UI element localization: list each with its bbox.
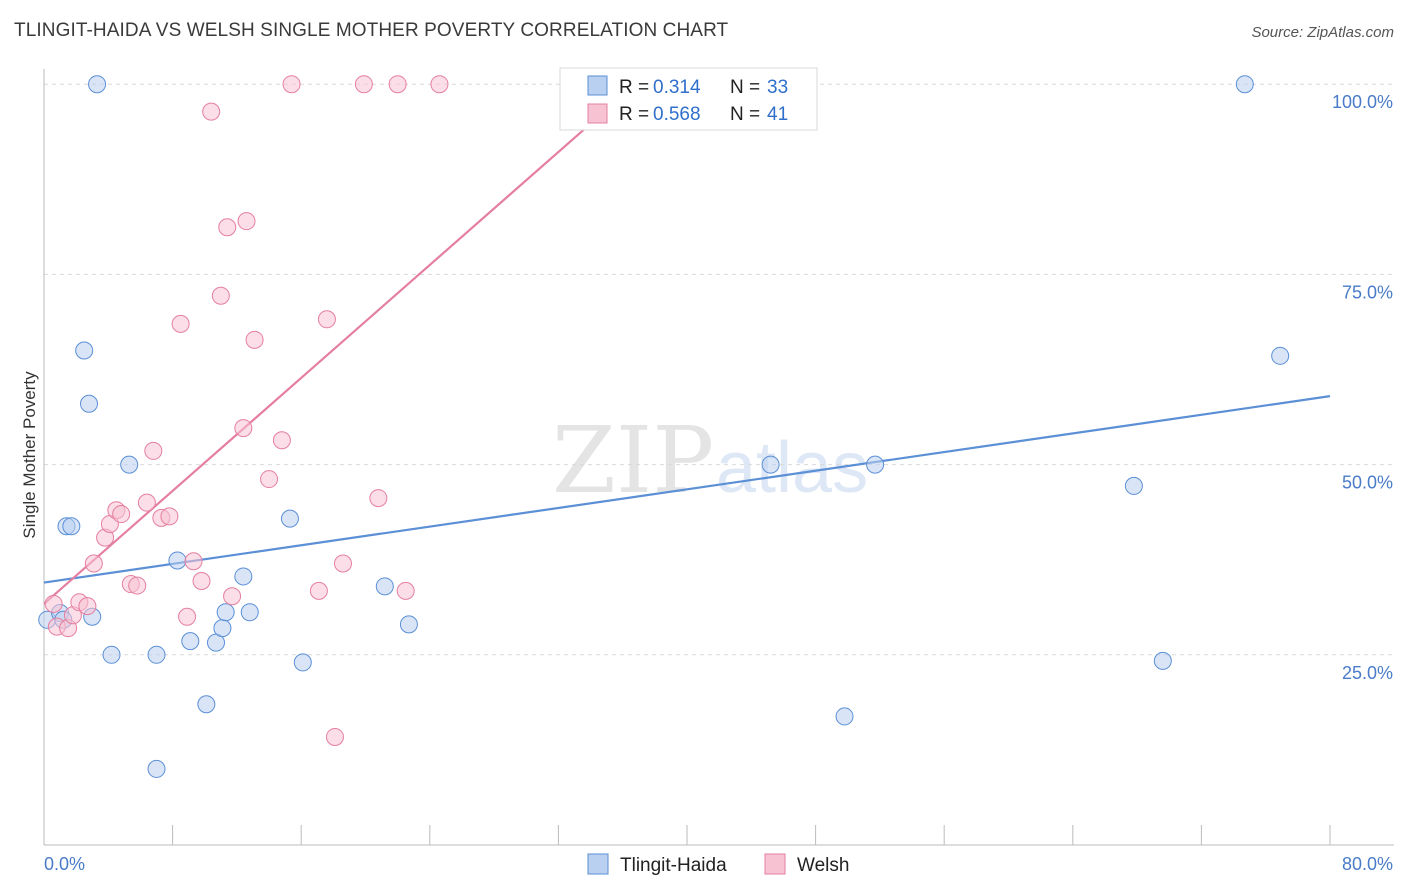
- point-tlingit-haida-7: [80, 394, 99, 413]
- data-points: [38, 75, 1290, 778]
- point-tlingit-haida-15: [197, 695, 216, 714]
- point-welsh-33: [325, 727, 344, 746]
- point-welsh-37: [388, 75, 407, 94]
- bottom-legend-label-welsh: Welsh: [797, 855, 849, 876]
- legend-n-label-1: N =: [730, 77, 760, 98]
- point-welsh-22: [211, 286, 230, 305]
- point-welsh-29: [272, 431, 291, 450]
- point-tlingit-haida-6: [75, 341, 94, 360]
- legend-r-label-2: R =: [619, 104, 649, 125]
- point-welsh-36: [369, 489, 388, 508]
- point-tlingit-haida-19: [234, 567, 253, 586]
- point-welsh-38: [396, 581, 415, 600]
- legend-n-label-2: N =: [730, 104, 760, 125]
- bottom-legend-swatch-welsh: [764, 853, 786, 875]
- point-welsh-16: [160, 507, 179, 526]
- point-tlingit-haida-24: [399, 615, 418, 634]
- legend: R = 0.314 N = 33 R = 0.568 N = 41: [559, 67, 818, 131]
- bottom-legend-label-tlingit-haida: Tlingit-Haida: [620, 855, 727, 876]
- legend-r-label-1: R =: [619, 77, 649, 98]
- point-welsh-24: [223, 587, 242, 606]
- legend-r-value-1: 0.314: [653, 77, 701, 98]
- point-welsh-5: [78, 597, 97, 616]
- chart-title: TLINGIT-HAIDA VS WELSH SINGLE MOTHER POV…: [14, 20, 729, 41]
- bottom-legend: Tlingit-Haida Welsh: [587, 853, 849, 876]
- legend-n-value-2: 41: [767, 104, 788, 125]
- trend-lines: [43, 83, 1331, 605]
- point-tlingit-haida-28: [1124, 476, 1143, 495]
- y-tick-labels: 25.0% 50.0% 75.0% 100.0%: [1332, 92, 1393, 683]
- point-tlingit-haida-30: [1235, 75, 1254, 94]
- point-welsh-27: [245, 330, 264, 349]
- point-tlingit-haida-4: [62, 517, 81, 536]
- point-tlingit-haida-22: [293, 653, 312, 672]
- trend-line-tlingit-haida: [43, 395, 1331, 584]
- point-tlingit-haida-12: [147, 759, 166, 778]
- point-welsh-30: [282, 75, 301, 94]
- point-welsh-32: [317, 310, 336, 329]
- point-tlingit-haida-9: [102, 645, 121, 664]
- point-tlingit-haida-17: [213, 619, 232, 638]
- y-tick-label-1: 50.0%: [1342, 473, 1393, 493]
- axes: [43, 69, 1394, 846]
- y-tick-label-3: 100.0%: [1332, 92, 1393, 112]
- point-tlingit-haida-25: [761, 455, 780, 474]
- x-tick-label-max: 80.0%: [1342, 854, 1393, 874]
- point-welsh-13: [137, 493, 156, 512]
- point-welsh-23: [218, 218, 237, 237]
- legend-n-value-1: 33: [767, 77, 788, 98]
- x-tick-labels: 0.0% 80.0%: [44, 854, 1393, 874]
- bottom-legend-swatch-tlingit-haida: [587, 853, 609, 875]
- point-tlingit-haida-11: [147, 645, 166, 664]
- point-tlingit-haida-27: [866, 455, 885, 474]
- point-welsh-31: [309, 581, 328, 600]
- point-welsh-39: [430, 75, 449, 94]
- point-welsh-17: [171, 314, 190, 333]
- point-welsh-26: [237, 212, 256, 231]
- point-tlingit-haida-26: [835, 707, 854, 726]
- source-credit: Source: ZipAtlas.com: [1251, 24, 1394, 41]
- point-tlingit-haida-23: [375, 577, 394, 596]
- point-tlingit-haida-13: [168, 551, 187, 570]
- point-tlingit-haida-10: [120, 455, 139, 474]
- point-tlingit-haida-21: [280, 509, 299, 528]
- watermark-atlas: atlas: [716, 428, 868, 508]
- point-welsh-25: [234, 419, 253, 438]
- point-tlingit-haida-18: [216, 603, 235, 622]
- point-welsh-28: [260, 470, 279, 489]
- legend-swatch-welsh: [587, 103, 608, 124]
- point-tlingit-haida-31: [1271, 346, 1290, 365]
- point-tlingit-haida-14: [181, 632, 200, 651]
- point-welsh-12: [128, 576, 147, 595]
- point-welsh-14: [144, 441, 163, 460]
- point-welsh-18: [178, 607, 197, 626]
- point-welsh-6: [84, 554, 103, 573]
- legend-swatch-tlingit-haida: [587, 75, 608, 96]
- y-tick-label-2: 75.0%: [1342, 282, 1393, 302]
- point-welsh-19: [184, 552, 203, 571]
- y-tick-label-0: 25.0%: [1342, 663, 1393, 683]
- point-welsh-34: [333, 554, 352, 573]
- watermark: ZIP atlas: [552, 407, 868, 514]
- trend-line-welsh: [43, 83, 637, 605]
- point-welsh-10: [112, 505, 131, 524]
- point-tlingit-haida-29: [1153, 651, 1172, 670]
- point-welsh-35: [354, 75, 373, 94]
- x-tick-label-min: 0.0%: [44, 854, 85, 874]
- point-tlingit-haida-8: [88, 75, 107, 94]
- point-tlingit-haida-20: [240, 603, 259, 622]
- legend-r-value-2: 0.568: [653, 104, 701, 125]
- point-welsh-0: [44, 594, 63, 613]
- point-welsh-20: [192, 572, 211, 591]
- point-welsh-21: [202, 102, 221, 121]
- y-axis-label: Single Mother Poverty: [20, 371, 39, 539]
